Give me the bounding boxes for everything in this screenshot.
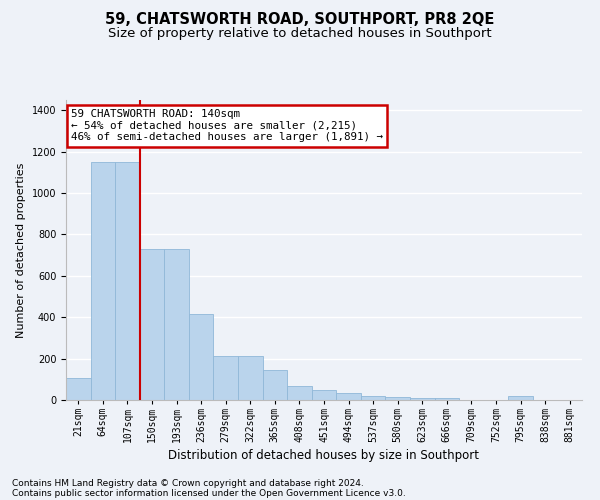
Bar [164,249,189,400]
Bar [263,370,287,400]
Text: Contains public sector information licensed under the Open Government Licence v3: Contains public sector information licen… [12,488,406,498]
Bar [287,386,312,400]
X-axis label: Distribution of detached houses by size in Southport: Distribution of detached houses by size … [169,449,479,462]
Bar [91,162,115,400]
Bar [214,356,238,400]
Bar [361,396,385,400]
Text: 59 CHATSWORTH ROAD: 140sqm
← 54% of detached houses are smaller (2,215)
46% of s: 59 CHATSWORTH ROAD: 140sqm ← 54% of deta… [71,109,383,142]
Text: 59, CHATSWORTH ROAD, SOUTHPORT, PR8 2QE: 59, CHATSWORTH ROAD, SOUTHPORT, PR8 2QE [106,12,494,28]
Bar [312,390,336,400]
Bar [434,398,459,400]
Bar [410,398,434,400]
Bar [238,356,263,400]
Bar [508,396,533,400]
Bar [66,378,91,400]
Bar [140,249,164,400]
Bar [385,396,410,400]
Bar [115,162,140,400]
Text: Size of property relative to detached houses in Southport: Size of property relative to detached ho… [108,28,492,40]
Y-axis label: Number of detached properties: Number of detached properties [16,162,26,338]
Bar [189,314,214,400]
Bar [336,394,361,400]
Text: Contains HM Land Registry data © Crown copyright and database right 2024.: Contains HM Land Registry data © Crown c… [12,478,364,488]
